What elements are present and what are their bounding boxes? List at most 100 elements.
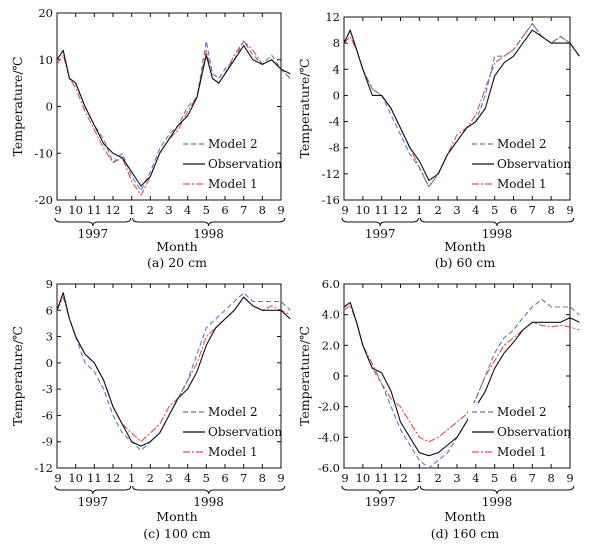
series-line-observation [343,29,580,181]
series-line-model-1 [56,40,291,196]
y-axis-title: Temperature/℃ [297,58,312,158]
x-tick-label: 12 [106,471,121,485]
series-line-model-2 [343,298,580,469]
x-tick-label: 10 [356,471,371,485]
year-label: 1998 [193,227,224,241]
x-tick-label: 12 [393,203,408,217]
x-tick-label: 6 [221,471,228,485]
legend-entry: Model 1 [208,177,258,191]
y-tick-label: -16 [321,193,340,207]
x-tick-label: 9 [566,203,573,217]
y-tick-label: 6 [46,303,53,317]
series-line-observation [343,301,580,457]
x-tick-label: 6 [510,471,517,485]
legend-entry: Model 2 [208,405,258,419]
year-label: 1997 [78,227,109,241]
x-tick-label: 9 [341,203,348,217]
x-tick-label: 1 [128,203,135,217]
x-tick-label: 11 [374,203,389,217]
y-tick-label: 12 [325,10,340,24]
series-line-model-1 [343,304,580,443]
y-tick-label: 10 [38,53,53,67]
legend-entry: Model 2 [497,405,547,419]
x-tick-label: 1 [416,203,423,217]
x-tick-label: 9 [277,471,284,485]
legend-bg [468,175,568,192]
x-tick-label: 5 [491,203,498,217]
legend-entry: Observation [208,425,282,439]
panel-caption: (b) 60 cm [435,255,496,270]
y-tick-label: 4 [333,62,340,76]
y-tick-label: -3 [42,382,53,396]
x-tick-label: 9 [341,471,348,485]
x-tick-label: 9 [566,471,573,485]
year-bracket [132,217,286,227]
y-tick-label: -6 [42,408,53,422]
x-tick-label: 5 [203,471,210,485]
y-tick-label: -20 [34,193,53,207]
panel-caption: (d) 160 cm [431,526,500,541]
x-tick-label: 11 [87,471,102,485]
year-label: 1997 [78,495,109,509]
y-tick-label: 6.0 [322,277,340,291]
legend-entry: Observation [497,425,571,439]
legend-entry: Model 1 [497,445,547,459]
x-tick-label: 2 [147,471,154,485]
x-tick-label: 12 [106,203,121,217]
series-line-model-2 [343,22,580,188]
panel-caption: (c) 100 cm [143,526,211,541]
year-label: 1998 [482,227,513,241]
y-tick-label: 20 [38,6,53,20]
x-tick-label: 4 [472,471,479,485]
x-tick-label: 8 [548,471,555,485]
year-label: 1997 [365,227,396,241]
x-axis-title: Month [444,239,485,254]
plot-frame [343,16,571,201]
x-tick-label: 6 [510,203,517,217]
legend-bg [179,443,279,460]
year-bracket [419,485,575,495]
x-tick-label: 7 [529,203,536,217]
plot-frame [56,283,282,469]
x-tick-label: 3 [453,203,460,217]
x-tick-label: 5 [491,471,498,485]
year-bracket [54,217,132,227]
y-tick-label: -9 [42,435,53,449]
legend-bg [468,135,568,152]
y-tick-label: -12 [34,461,53,475]
legend-entry: Observation [208,157,282,171]
x-tick-label: 5 [203,203,210,217]
panel-caption: (a) 20 cm [147,255,207,270]
x-tick-label: 4 [184,471,191,485]
x-tick-label: 10 [68,203,83,217]
year-bracket [54,485,132,495]
x-tick-label: 10 [68,471,83,485]
legend-entry: Model 2 [497,137,547,151]
x-tick-label: 8 [259,471,266,485]
legend-bg [179,135,279,152]
y-tick-label: -10 [34,146,53,160]
y-axis-title: Temperature/℃ [10,326,25,426]
legend-bg [468,403,568,420]
x-tick-label: 8 [548,203,555,217]
series-line-model-1 [56,296,291,443]
x-tick-label: 3 [165,203,172,217]
x-tick-label: 3 [453,471,460,485]
x-tick-label: 4 [184,203,191,217]
legend-bg [179,155,279,172]
year-bracket [132,485,286,495]
series-line-observation [56,292,291,447]
x-tick-label: 2 [147,203,154,217]
y-tick-label: 4.0 [322,308,340,322]
x-tick-label: 9 [54,203,61,217]
y-tick-label: 0 [333,88,340,102]
year-bracket [419,217,575,227]
x-tick-label: 11 [374,471,389,485]
x-tick-label: 10 [356,203,371,217]
y-tick-label: 3 [46,330,53,344]
x-axis-title: Month [444,509,485,524]
